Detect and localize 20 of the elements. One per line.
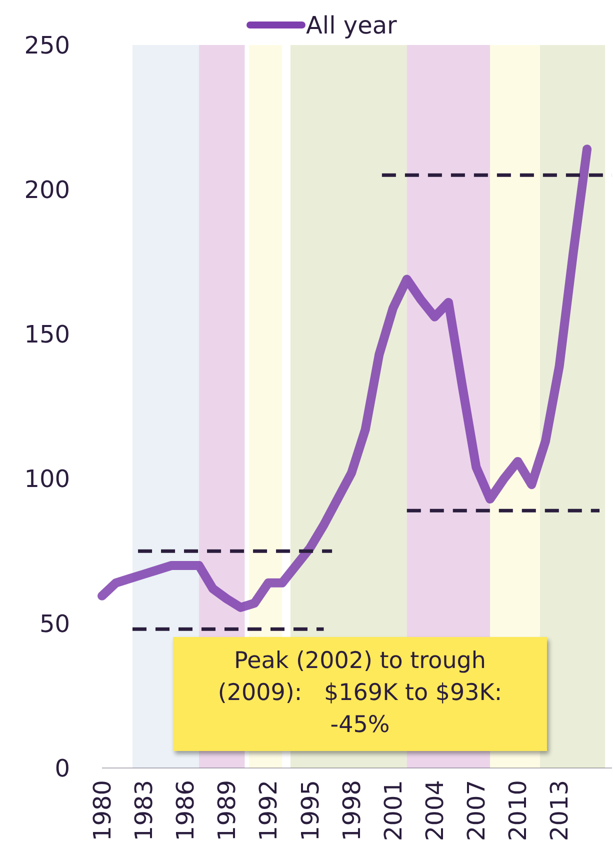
note-box: Peak (2002) to trough (2009): $169K to $93K: -45% [173, 637, 547, 751]
x-tick-label: 1986 [172, 780, 200, 842]
x-tick-label: 2010 [504, 780, 532, 842]
x-tick-label: 2013 [546, 780, 574, 842]
x-tick-label: 2004 [421, 780, 450, 842]
y-tick-label: 200 [24, 176, 70, 204]
x-tick-label: 1992 [254, 780, 283, 842]
legend-label: All year [306, 11, 398, 40]
y-tick-label: 150 [24, 320, 70, 349]
x-tick-label: 1998 [338, 780, 366, 842]
x-tick-label: 2001 [379, 780, 408, 842]
y-tick-label: 50 [39, 610, 70, 638]
x-tick-label: 1995 [296, 780, 324, 842]
y-tick-label: 0 [54, 754, 70, 782]
x-tick-label: 1989 [213, 780, 242, 842]
y-tick-label: 100 [24, 465, 70, 494]
y-tick-label: 250 [24, 31, 70, 60]
x-tick-label: 2007 [462, 780, 491, 842]
x-tick-label: 1983 [130, 780, 158, 842]
x-tick-label: 1980 [88, 780, 116, 842]
